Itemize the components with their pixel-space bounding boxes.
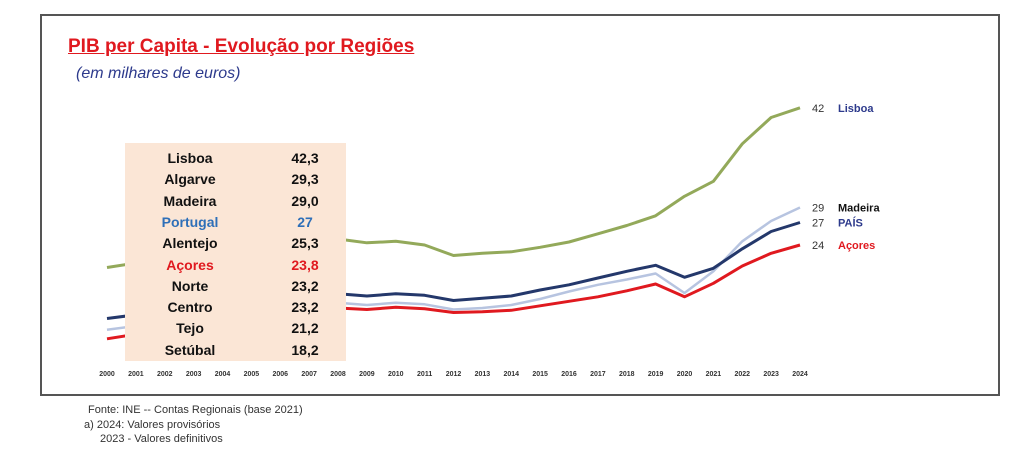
x-tick-label: 2010: [388, 371, 404, 378]
table-row: Açores 23,8: [125, 254, 346, 276]
x-tick-label: 2001: [128, 371, 144, 378]
x-tick-label: 2018: [619, 371, 635, 378]
series-end-value: 29: [812, 203, 824, 215]
table-row: Lisboa 42,3: [125, 147, 346, 169]
chart-title: PIB per Capita - Evolução por Regiões: [68, 36, 415, 57]
region-name: Norte: [171, 277, 209, 294]
region-value: 23,2: [291, 277, 319, 294]
series-end-value: 24: [812, 240, 824, 252]
x-tick-label: 2007: [301, 371, 317, 378]
footer-note-b: 2023 - Valores definitivos: [100, 433, 223, 445]
series-label: Lisboa: [838, 103, 874, 115]
x-tick-label: 2020: [677, 371, 693, 378]
x-tick-label: 2019: [648, 371, 664, 378]
region-value: 29,3: [291, 171, 319, 188]
region-value: 23,2: [291, 299, 319, 316]
region-value: 27: [297, 213, 313, 230]
x-tick-label: 2008: [330, 371, 346, 378]
footer-source: Fonte: INE -- Contas Regionais (base 202…: [88, 404, 303, 416]
table-row: Madeira 29,0: [125, 190, 346, 212]
x-tick-label: 2022: [734, 371, 750, 378]
region-value: 23,8: [291, 256, 319, 273]
x-tick-label: 2005: [244, 371, 260, 378]
ranking-table: Lisboa 42,3 Algarve 29,3 Madeira 29,0 Portugal…: [125, 143, 346, 361]
x-tick-label: 2000: [99, 371, 115, 378]
series-end-value: 27: [812, 218, 824, 230]
table-row: Algarve 29,3: [125, 168, 346, 190]
region-value: 18,2: [291, 341, 319, 358]
x-tick-label: 2006: [272, 371, 288, 378]
table-row: Centro 23,2: [125, 296, 346, 318]
table-row: Setúbal 18,2: [125, 339, 346, 361]
x-tick-label: 2021: [706, 371, 722, 378]
x-tick-label: 2009: [359, 371, 375, 378]
x-tick-label: 2014: [503, 371, 519, 378]
series-label: PAÍS: [838, 217, 863, 230]
x-tick-label: 2017: [590, 371, 606, 378]
region-value: 29,0: [291, 192, 319, 209]
x-tick-label: 2013: [475, 371, 491, 378]
table-row: Portugal 27: [125, 211, 346, 233]
footer-note-a: a) 2024: Valores provisórios: [84, 419, 221, 431]
region-name: Açores: [166, 256, 214, 273]
x-tick-label: 2024: [792, 371, 808, 378]
table-row: Alentejo 25,3: [125, 232, 346, 254]
region-value: 25,3: [291, 235, 319, 252]
x-tick-label: 2003: [186, 371, 202, 378]
region-name: Lisboa: [167, 150, 213, 166]
x-tick-label: 2023: [763, 371, 779, 378]
region-name: Algarve: [164, 171, 216, 188]
series-end-value: 42: [812, 103, 824, 115]
x-tick-label: 2004: [215, 371, 231, 378]
region-name: Alentejo: [162, 235, 218, 252]
region-name: Tejo: [176, 320, 204, 337]
series-label: Madeira: [838, 203, 880, 215]
region-name: Centro: [167, 299, 213, 316]
table-row: Norte 23,2: [125, 275, 346, 297]
region-name: Portugal: [161, 213, 219, 230]
region-value: 42,3: [291, 150, 319, 166]
region-value: 21,2: [291, 320, 319, 337]
x-tick-label: 2015: [532, 371, 548, 378]
series-label: Açores: [838, 240, 875, 252]
x-tick-label: 2011: [417, 371, 432, 378]
x-tick-label: 2002: [157, 371, 173, 378]
x-tick-label: 2016: [561, 371, 577, 378]
x-tick-label: 2012: [446, 371, 462, 378]
chart-subtitle: (em milhares de euros): [76, 65, 241, 82]
table-row: Tejo 21,2: [125, 317, 346, 339]
region-name: Madeira: [163, 192, 217, 209]
region-name: Setúbal: [164, 341, 216, 358]
